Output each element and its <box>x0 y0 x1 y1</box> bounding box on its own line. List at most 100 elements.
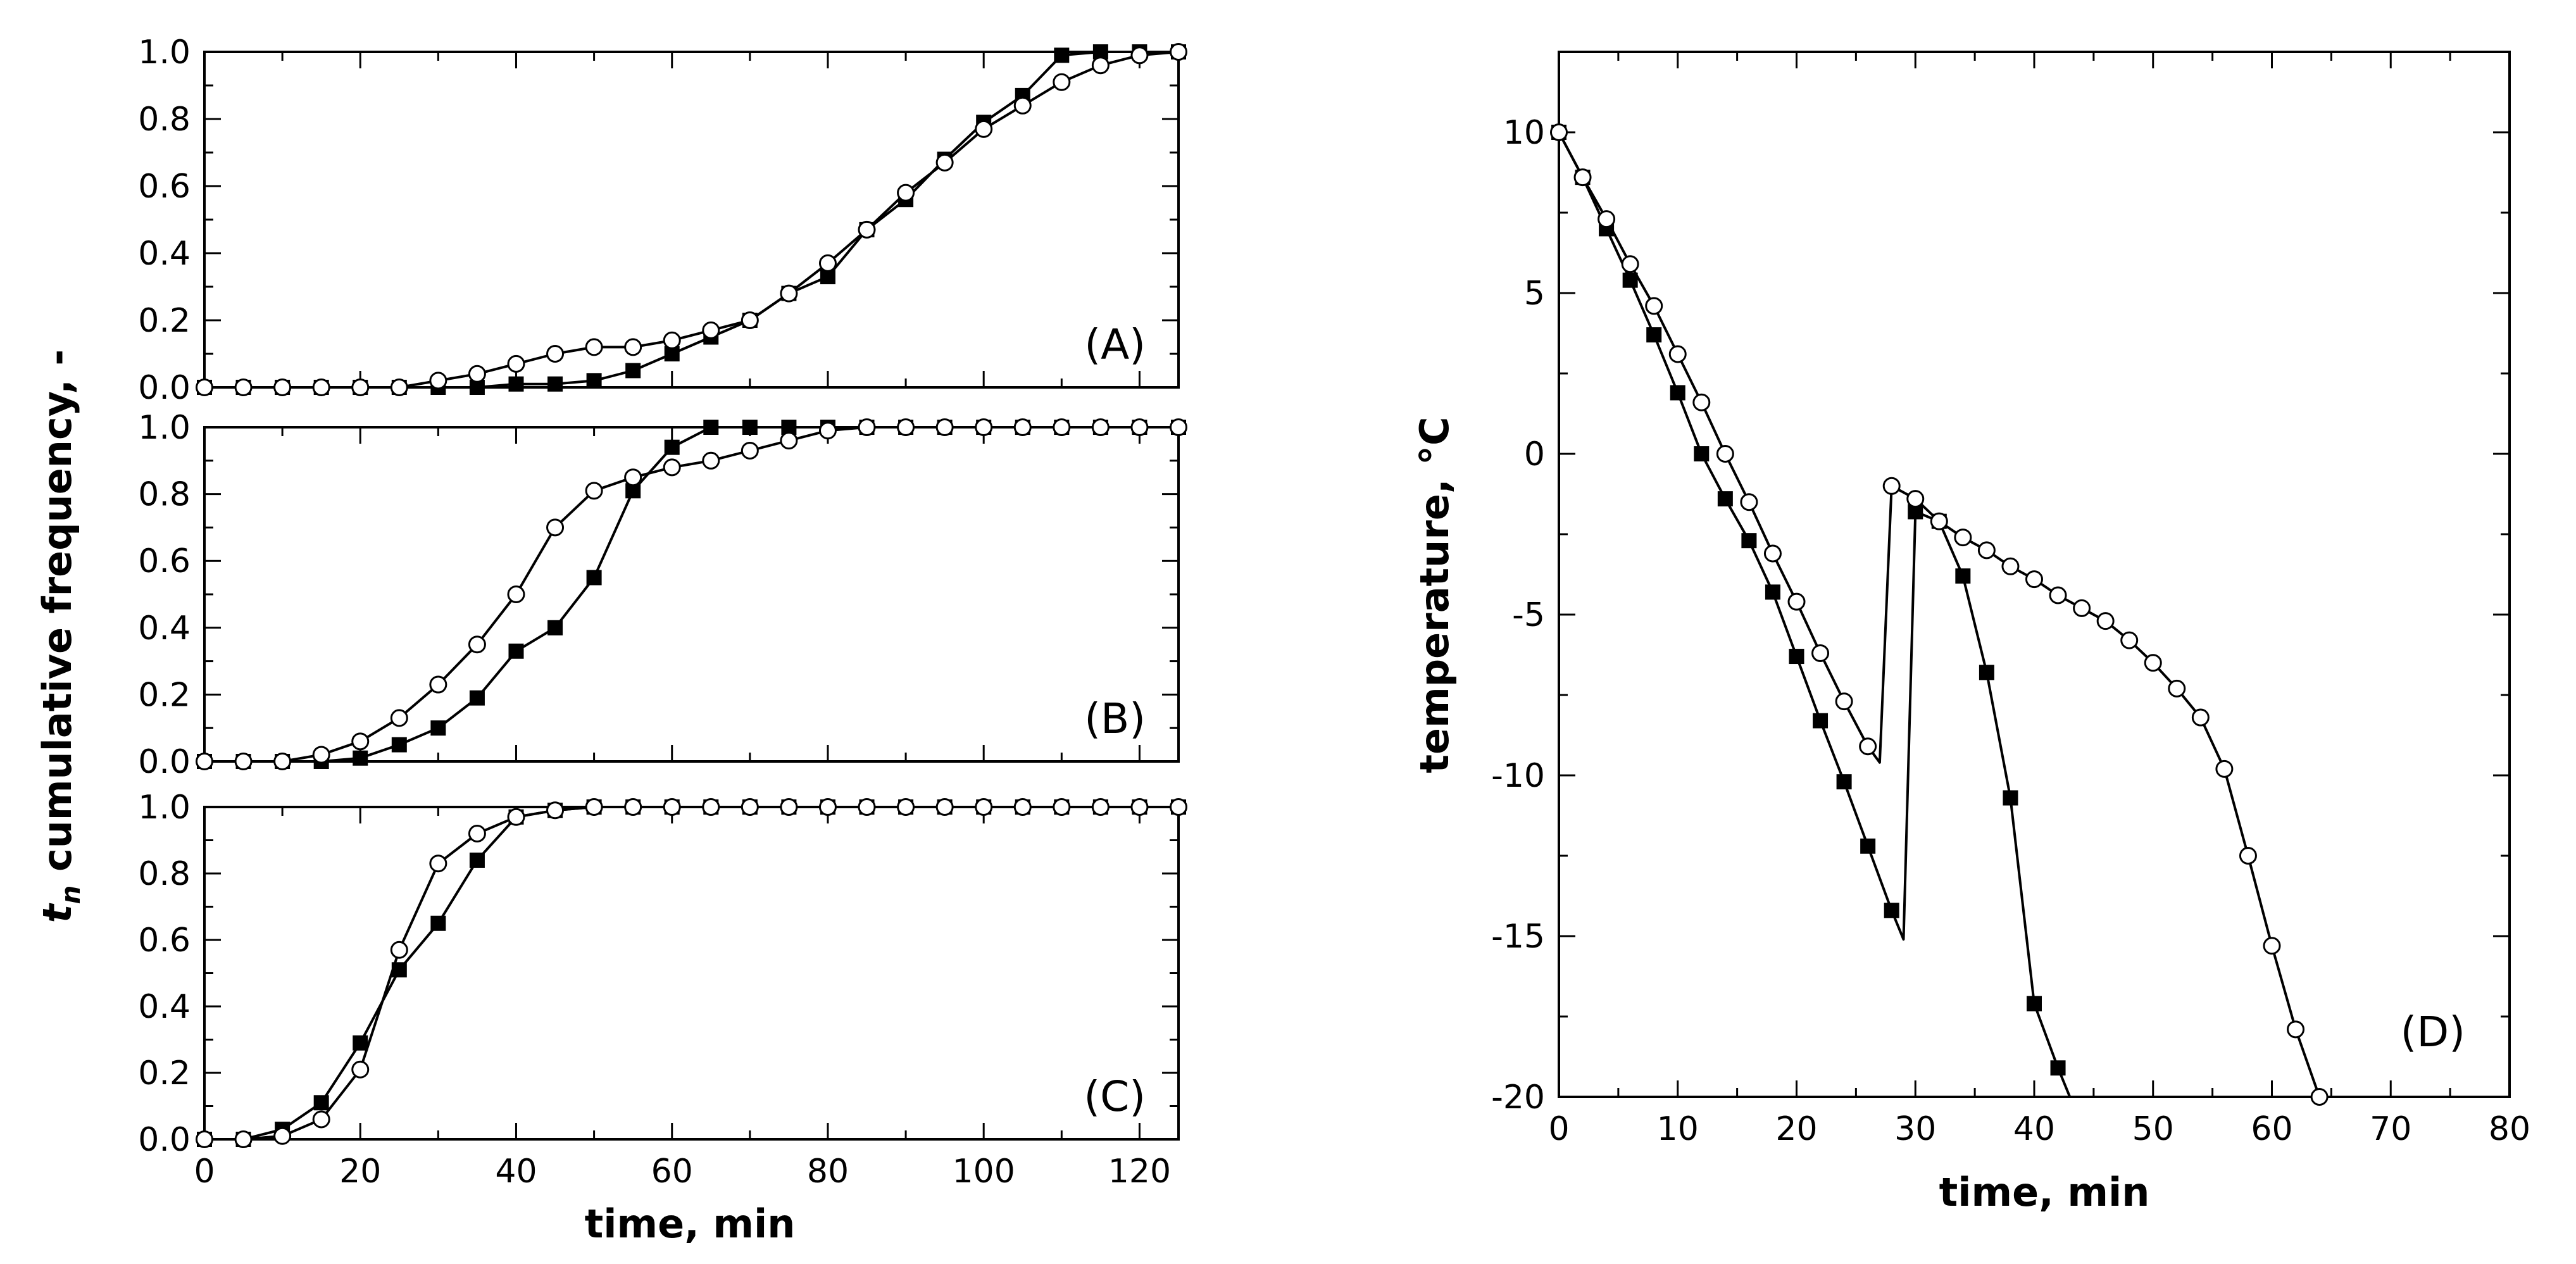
data-point-circle-b <box>468 635 486 654</box>
data-point-circle-a <box>818 254 837 272</box>
data-point-circle-b <box>234 753 253 770</box>
data-point-circle-b <box>1170 418 1187 436</box>
data-point-square-a <box>508 376 524 392</box>
data-point-circle-c <box>975 798 993 816</box>
data-point-square-d <box>1741 533 1757 549</box>
data-point-circle-a <box>897 184 915 202</box>
data-point-circle-d <box>1882 477 1901 495</box>
data-point-circle-a <box>273 379 292 396</box>
data-point-circle-c <box>468 825 486 842</box>
x-tick-label-d: 20 <box>1775 1110 1817 1148</box>
data-point-circle-c <box>897 798 915 816</box>
y-tick-label-c: 0.6 <box>138 922 191 960</box>
data-point-circle-a <box>1013 96 1032 115</box>
data-point-circle-c <box>624 798 642 816</box>
data-point-circle-d <box>1597 210 1616 228</box>
x-tick-label-d: 60 <box>2251 1110 2292 1148</box>
data-point-circle-c <box>1091 798 1110 816</box>
data-point-square-a <box>1054 47 1070 63</box>
data-point-circle-c <box>663 798 681 816</box>
y-tick-label-d: -10 <box>1491 757 1545 795</box>
y-tick-label-a: 0.4 <box>138 235 191 273</box>
chart-panel-a: 0.0 0.2 0.4 0.6 0.8 1.0 (A) <box>138 34 1187 407</box>
data-point-square-d <box>1765 584 1780 600</box>
x-tick-label-d: 70 <box>2370 1110 2411 1148</box>
data-point-circle-c <box>312 1110 330 1129</box>
data-point-circle-c <box>1053 798 1071 816</box>
data-point-circle-a <box>1053 73 1071 91</box>
data-point-circle-d <box>1763 544 1782 563</box>
data-point-circle-d <box>2191 708 2210 727</box>
y-tick-label-b: 0.8 <box>138 476 191 514</box>
data-point-circle-a <box>390 379 408 396</box>
data-point-circle-b <box>546 518 565 537</box>
data-point-circle-d <box>2287 1020 2305 1039</box>
data-point-circle-c <box>818 798 837 816</box>
series-line-squares-a <box>204 52 1179 387</box>
data-point-square-d <box>1717 491 1733 507</box>
data-point-square-d <box>2050 1060 2066 1076</box>
data-point-circle-a <box>858 220 876 239</box>
data-point-circle-b <box>429 675 447 694</box>
data-point-circle-b <box>196 753 213 770</box>
data-point-circle-d <box>1835 692 1853 711</box>
y-tick-label-c: 1.0 <box>138 789 191 827</box>
data-point-circle-a <box>507 354 525 373</box>
x-tick-label-c: 100 <box>953 1153 1015 1191</box>
left-y-axis-label-t: t <box>34 903 80 923</box>
y-tick-label-b: 0.6 <box>138 542 191 580</box>
data-point-circle-d <box>2096 612 2115 630</box>
y-tick-label-c: 0.2 <box>138 1054 191 1092</box>
data-point-circle-c <box>234 1130 253 1148</box>
y-tick-label-a: 0.2 <box>138 302 191 340</box>
data-point-circle-d <box>1740 493 1758 511</box>
data-point-circle-b <box>975 418 993 436</box>
data-point-circle-b <box>897 418 915 436</box>
data-point-circle-a <box>702 321 720 339</box>
y-tick-label-c: 0.8 <box>138 855 191 893</box>
data-point-circle-b <box>702 451 720 470</box>
data-point-circle-c <box>507 808 525 826</box>
x-tick-label-d: 50 <box>2132 1110 2174 1148</box>
data-point-square-b <box>664 439 680 455</box>
y-tick-label-a: 0.0 <box>138 369 191 407</box>
data-point-circle-a <box>663 331 681 349</box>
data-point-square-d <box>2027 996 2042 1011</box>
data-point-square-d <box>1789 649 1804 665</box>
data-point-circle-a <box>546 345 565 363</box>
data-point-circle-d <box>1859 737 1877 756</box>
data-point-circle-b <box>507 585 525 603</box>
data-point-square-c <box>313 1095 329 1111</box>
data-point-circle-b <box>351 732 370 751</box>
data-point-square-a <box>586 373 602 389</box>
data-point-circle-d <box>2310 1088 2329 1106</box>
data-point-square-d <box>1670 385 1685 401</box>
y-tick-label-a: 0.6 <box>138 168 191 206</box>
data-point-square-b <box>469 690 485 706</box>
panel-label-c: (C) <box>1084 1072 1146 1121</box>
data-point-circle-a <box>624 338 642 356</box>
data-point-circle-d <box>2144 654 2162 672</box>
data-point-circle-d <box>2049 586 2067 604</box>
data-point-circle-b <box>858 418 876 436</box>
data-point-square-b <box>547 620 563 635</box>
data-point-square-d <box>1955 568 1971 584</box>
data-point-circle-b <box>780 432 798 450</box>
data-point-square-a <box>547 376 563 392</box>
data-point-circle-a <box>1130 46 1149 65</box>
data-point-circle-b <box>663 458 681 477</box>
data-point-circle-c <box>390 941 408 959</box>
data-point-circle-c <box>351 1060 370 1079</box>
left-y-axis-label-rest: cumulative frequency, - <box>34 349 80 885</box>
y-tick-label-b: 0.4 <box>138 610 191 648</box>
chart-panel-b: 0.0 0.2 0.4 0.6 0.8 1.0 (B) <box>138 409 1187 781</box>
series-line-circles-d <box>1559 132 2321 1097</box>
data-point-circle-c <box>858 798 876 816</box>
chart-panel-d: 0 10 20 30 40 50 60 70 80 -20 -15 -10 -5 0 5 10 (D) <box>1491 51 2530 1148</box>
x-tick-label-c: 120 <box>1108 1153 1171 1191</box>
data-point-circle-d <box>2239 847 2257 865</box>
plot-frame-c <box>203 806 1180 1141</box>
data-point-circle-c <box>196 1130 213 1148</box>
